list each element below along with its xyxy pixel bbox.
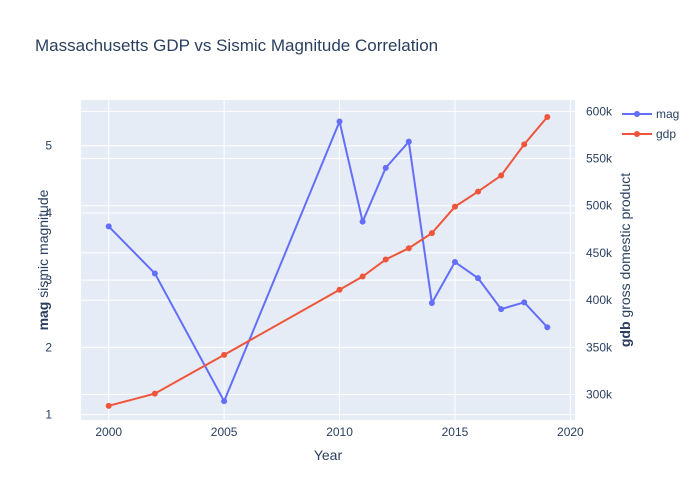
point-gdp <box>405 245 412 252</box>
point-mag <box>382 164 389 171</box>
x-tick-label: 2000 <box>95 425 122 439</box>
point-mag <box>428 300 435 307</box>
point-gdp <box>151 390 158 397</box>
point-mag <box>105 223 112 230</box>
x-axis-label: Year <box>314 447 343 463</box>
legend-swatch-marker <box>634 111 640 117</box>
point-mag <box>336 118 343 125</box>
y-tick-label: 4 <box>45 206 52 220</box>
point-mag <box>544 324 551 331</box>
legend-label: mag <box>656 107 679 121</box>
series-points <box>105 113 551 409</box>
y2-tick-label: 300k <box>586 388 613 402</box>
point-gdp <box>359 273 366 280</box>
y-axis-ticks: 1 2 3 4 5 <box>45 139 52 422</box>
y2-tick-label: 600k <box>586 104 613 118</box>
legend-item-mag[interactable]: mag <box>622 107 679 121</box>
y2-axis-label-rest: gross domestic product <box>617 173 633 322</box>
point-gdp <box>221 351 228 358</box>
point-mag <box>221 398 228 405</box>
grid <box>81 100 575 420</box>
x-tick-label: 2020 <box>557 425 584 439</box>
point-mag <box>359 218 366 225</box>
point-gdp <box>544 113 551 120</box>
point-gdp <box>428 230 435 237</box>
chart-title: Massachusetts GDP vs Sismic Magnitude Co… <box>35 36 438 55</box>
y-tick-label: 2 <box>45 340 52 354</box>
x-tick-label: 2005 <box>211 425 238 439</box>
y2-tick-label: 400k <box>586 293 613 307</box>
y-axis-label-bold: mag <box>35 302 51 331</box>
legend[interactable]: mag gdp <box>622 107 679 141</box>
y-tick-label: 3 <box>45 273 52 287</box>
legend-item-gdp[interactable]: gdp <box>622 127 676 141</box>
point-mag <box>405 138 412 145</box>
point-gdp <box>475 188 482 195</box>
legend-swatch-marker <box>634 131 640 137</box>
y2-axis-label: gdb gross domestic product <box>617 173 633 347</box>
x-tick-label: 2010 <box>326 425 353 439</box>
y-tick-label: 1 <box>45 408 52 422</box>
y2-tick-label: 500k <box>586 199 613 213</box>
y-axis-label: mag sismic magnitude <box>35 189 51 330</box>
x-tick-label: 2015 <box>442 425 469 439</box>
point-mag <box>451 259 458 266</box>
y2-axis-ticks: 300k 350k 400k 450k 500k 550k 600k <box>586 104 613 401</box>
point-mag <box>151 270 158 277</box>
point-gdp <box>382 256 389 263</box>
point-mag <box>475 275 482 282</box>
point-gdp <box>105 402 112 409</box>
legend-label: gdp <box>656 127 676 141</box>
y-axis-label-rest: sismic magnitude <box>35 189 51 301</box>
y2-tick-label: 450k <box>586 246 613 260</box>
plot-area <box>81 100 575 420</box>
point-mag <box>521 299 528 306</box>
y2-axis-label-bold: gdb <box>617 321 633 347</box>
x-axis-ticks: 2000 2005 2010 2015 2020 <box>95 425 584 439</box>
point-gdp <box>336 286 343 293</box>
point-gdp <box>521 141 528 148</box>
point-gdp <box>451 203 458 210</box>
y2-tick-label: 350k <box>586 340 613 354</box>
y2-tick-label: 550k <box>586 152 613 166</box>
point-gdp <box>498 172 505 179</box>
point-mag <box>498 306 505 313</box>
y-tick-label: 5 <box>45 139 52 153</box>
